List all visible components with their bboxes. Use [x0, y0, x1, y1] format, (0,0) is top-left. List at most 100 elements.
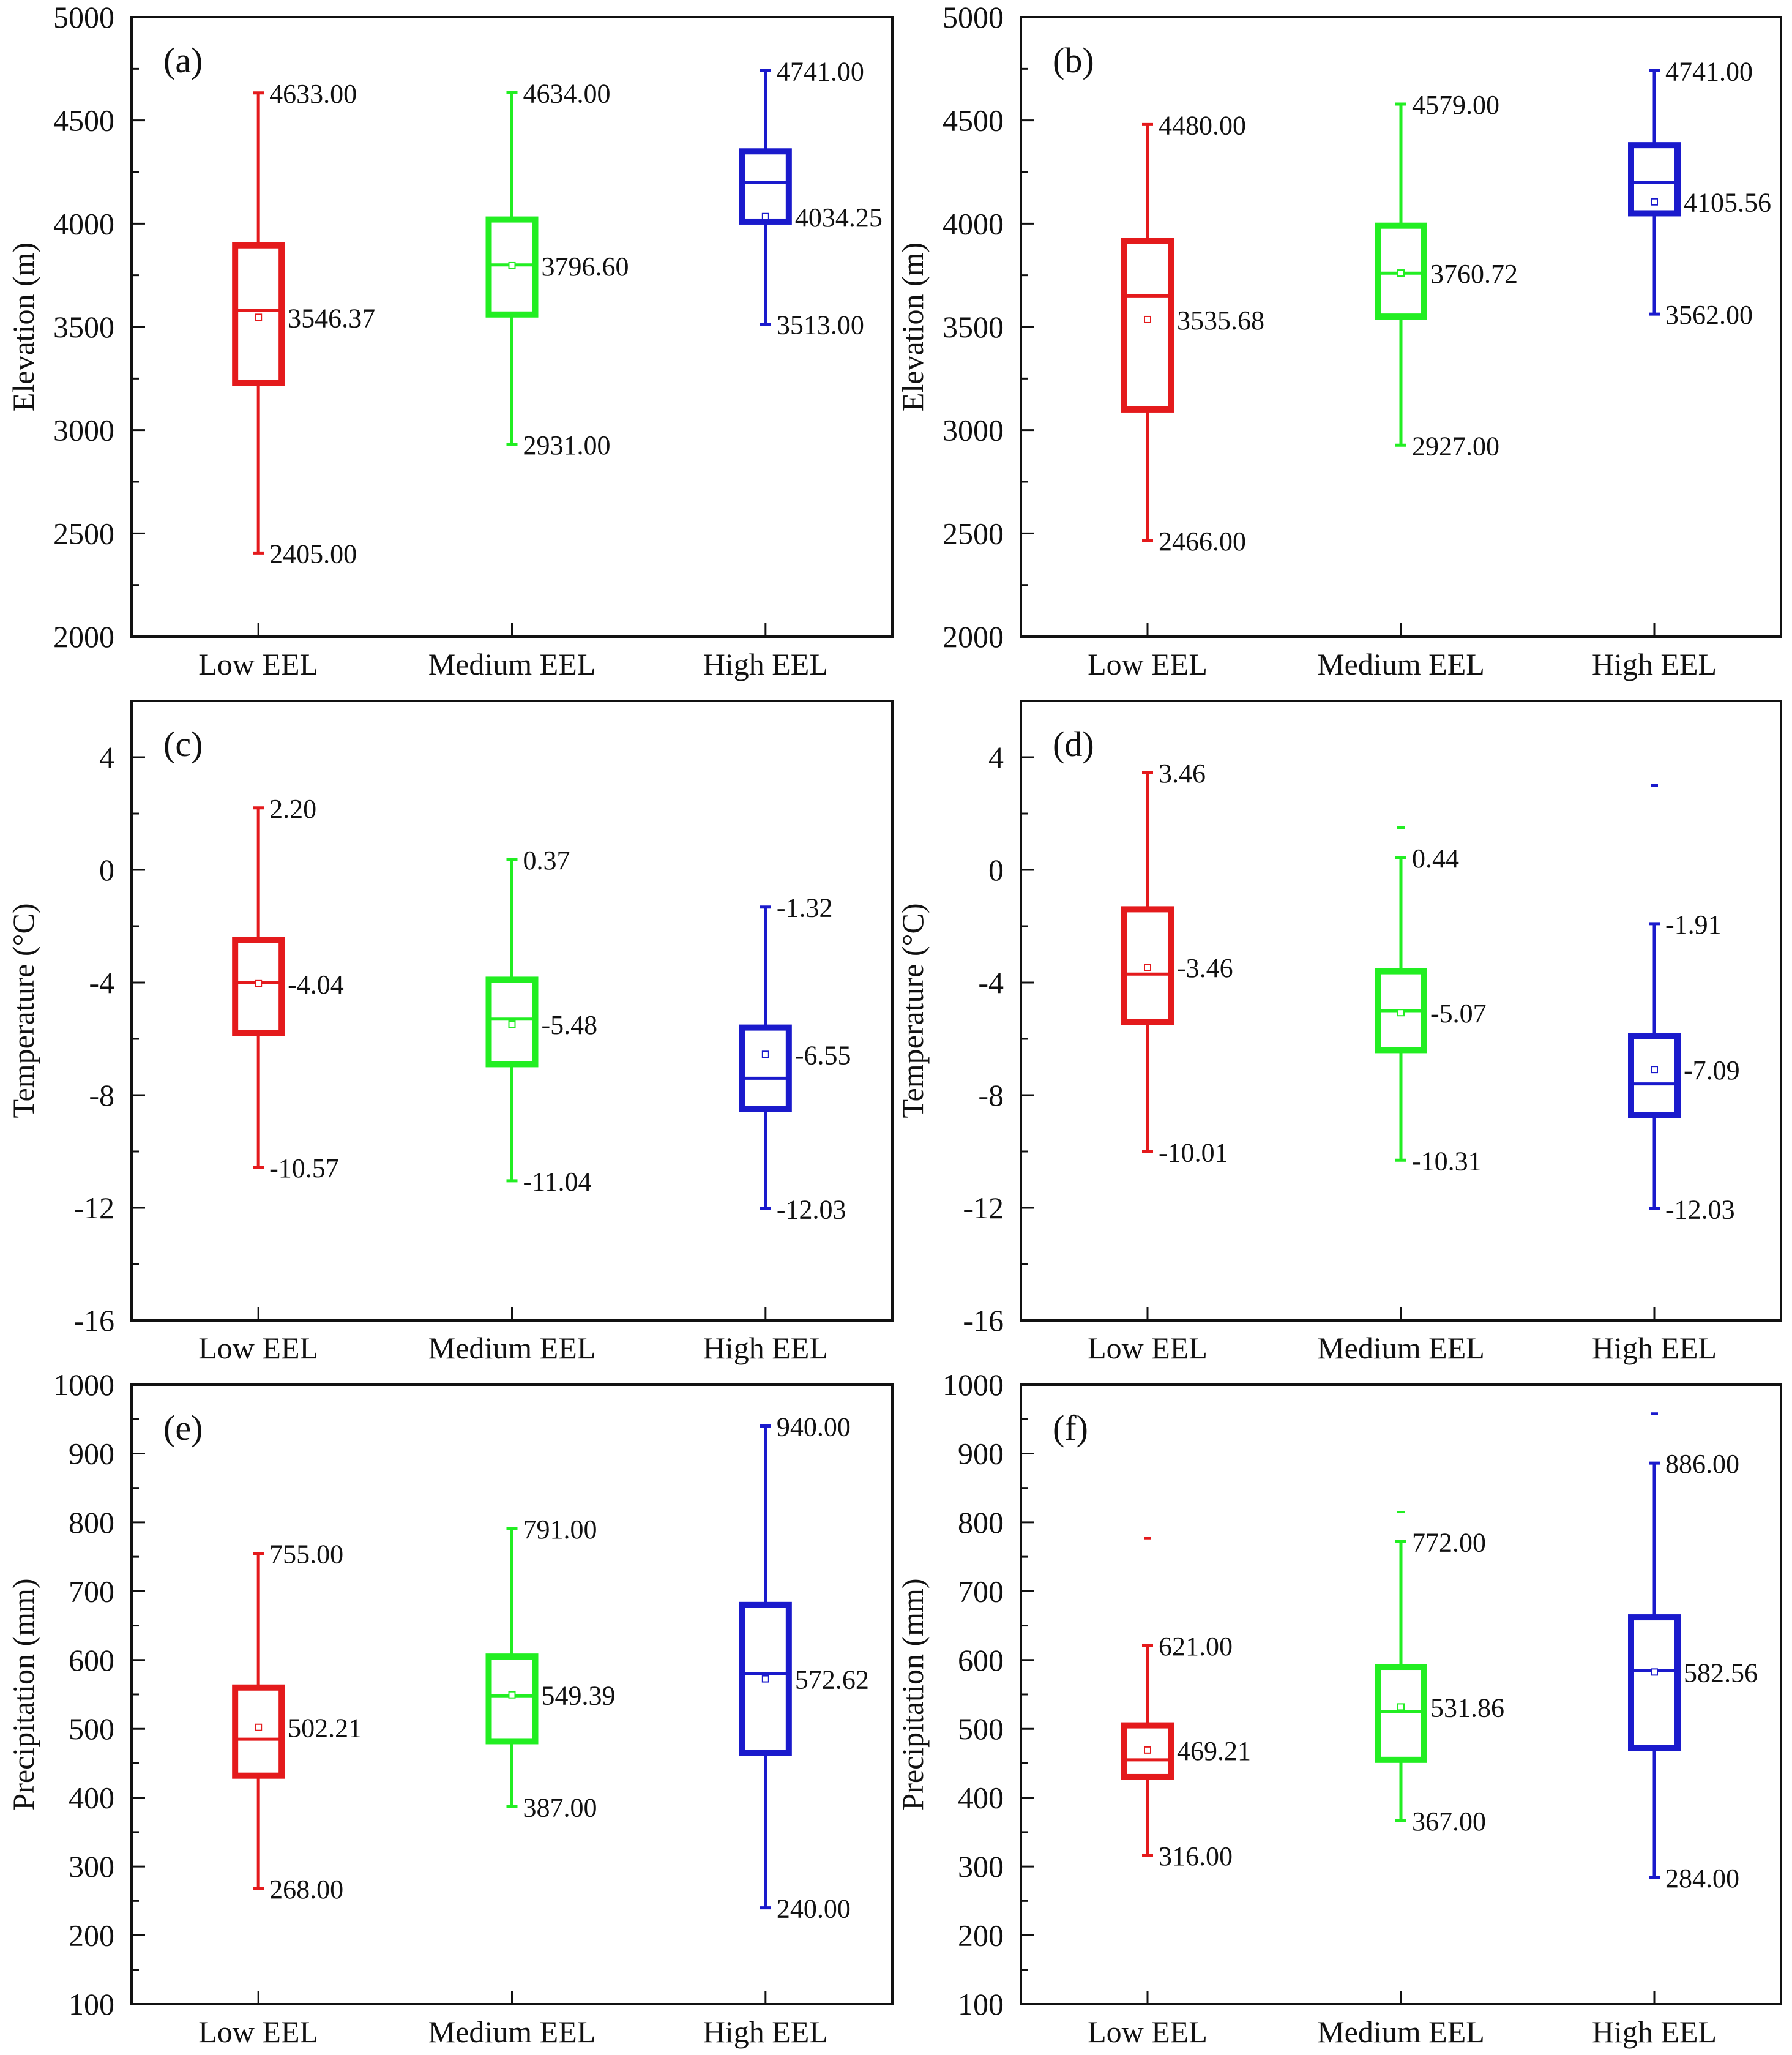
box-high-eel: 4741.00 4105.56 3562.00 [1628, 56, 1771, 330]
y-tick-label: 600 [69, 1643, 114, 1677]
panel-letter: (f) [1053, 1408, 1088, 1448]
mean-marker [1144, 1746, 1151, 1754]
y-axis-title: Temperature (°C) [6, 903, 40, 1118]
max-label: 791.00 [523, 1514, 597, 1544]
min-label: 2466.00 [1159, 526, 1246, 556]
max-label: 0.37 [523, 845, 570, 875]
iqr-box [1628, 1614, 1681, 1751]
panel-letter: (a) [163, 40, 203, 80]
y-tick-label: -12 [963, 1191, 1004, 1225]
mean-label: 3796.60 [542, 252, 629, 282]
x-category-label: Low EEL [198, 1331, 318, 1365]
y-tick-label: 400 [69, 1781, 114, 1815]
y-tick-label: -16 [963, 1303, 1004, 1338]
y-tick-label: 3000 [943, 413, 1004, 447]
y-tick-label: 200 [69, 1918, 114, 1953]
box-low-eel: 3.46 -3.46 -10.01 [1121, 758, 1233, 1167]
y-tick-label: -16 [73, 1303, 114, 1338]
max-label: 621.00 [1159, 1631, 1233, 1661]
x-category-label: Medium EEL [428, 647, 596, 681]
mean-marker [255, 979, 263, 987]
y-tick-label: 600 [958, 1643, 1004, 1677]
y-tick-label: 300 [69, 1849, 114, 1884]
y-tick-label: 0 [988, 853, 1004, 887]
min-label: -12.03 [777, 1194, 846, 1224]
panel-letter: (b) [1053, 40, 1094, 80]
mean-label: 3760.72 [1430, 259, 1518, 289]
y-tick-label: -4 [978, 965, 1004, 1000]
min-label: 284.00 [1665, 1863, 1739, 1893]
iqr-box [232, 1684, 285, 1779]
x-category-label: Medium EEL [1317, 1331, 1485, 1365]
min-label: 2931.00 [523, 430, 611, 460]
max-label: 4633.00 [269, 79, 357, 109]
panel-letter: (c) [163, 724, 203, 764]
x-category-label: High EEL [703, 2015, 828, 2049]
x-category-label: Medium EEL [1317, 2015, 1485, 2049]
y-tick-label: -12 [73, 1191, 114, 1225]
y-tick-label: 700 [69, 1574, 114, 1608]
box-low-eel: 4633.00 3546.37 2405.00 [232, 79, 375, 569]
box-medium-eel: 791.00 549.39 387.00 [485, 1514, 616, 1822]
max-label: -1.91 [1665, 910, 1722, 940]
mean-label: -4.04 [288, 970, 344, 1000]
y-tick-label: 4 [99, 740, 114, 774]
mean-marker [1144, 315, 1151, 323]
y-tick-label: 4 [988, 740, 1004, 774]
y-tick-label: 400 [958, 1781, 1004, 1815]
x-category-label: Low EEL [1088, 1331, 1208, 1365]
mean-label: 549.39 [542, 1681, 616, 1711]
min-label: 3513.00 [777, 310, 864, 340]
max-label: 755.00 [269, 1539, 343, 1569]
box-low-eel: 755.00 502.21 268.00 [232, 1539, 362, 1904]
x-category-label: Low EEL [198, 2015, 318, 2049]
panel-letter: (e) [163, 1408, 203, 1448]
y-tick-label: 4000 [943, 206, 1004, 241]
mean-marker [255, 313, 263, 321]
mean-label: -3.46 [1177, 953, 1233, 983]
x-category-label: Medium EEL [1317, 647, 1485, 681]
mean-label: 469.21 [1177, 1736, 1251, 1766]
y-tick-label: 900 [69, 1436, 114, 1470]
y-tick-label: 100 [958, 1987, 1004, 2021]
mean-label: 531.86 [1430, 1693, 1504, 1723]
box-medium-eel: 4634.00 3796.60 2931.00 [485, 78, 629, 460]
y-tick-label: 1000 [53, 1368, 114, 1402]
min-label: 367.00 [1412, 1806, 1486, 1836]
x-category-label: Low EEL [198, 647, 318, 681]
y-tick-label: 2000 [53, 619, 114, 654]
max-label: 886.00 [1665, 1449, 1739, 1479]
box-medium-eel: 772.00 531.86 367.00 [1375, 1511, 1504, 1836]
mean-marker [761, 1050, 769, 1058]
y-tick-label: -4 [89, 965, 114, 1000]
y-tick-label: 3500 [943, 310, 1004, 344]
x-category-label: High EEL [1592, 647, 1717, 681]
box-medium-eel: 4579.00 3760.72 2927.00 [1375, 90, 1518, 461]
mean-label: 4034.25 [795, 203, 883, 233]
x-category-label: High EEL [1592, 1331, 1717, 1365]
mean-marker [1651, 1066, 1658, 1074]
iqr-box [485, 1653, 539, 1745]
y-tick-label: 100 [69, 1987, 114, 2021]
x-category-label: Medium EEL [428, 2015, 596, 2049]
min-label: -10.57 [269, 1153, 339, 1183]
y-tick-label: 5000 [53, 0, 114, 34]
panel-e: 100 200 300 400 500 600 700 800 900 1000 Precipita… [6, 1368, 894, 2049]
max-label: 940.00 [777, 1412, 851, 1442]
box-low-eel: 621.00 469.21 316.00 [1121, 1537, 1251, 1871]
max-label: 4579.00 [1412, 90, 1499, 120]
mean-marker [508, 1691, 516, 1699]
mean-marker [1144, 964, 1151, 971]
max-label: 4480.00 [1159, 110, 1246, 140]
max-label: 4634.00 [523, 78, 611, 108]
y-tick-label: -8 [89, 1078, 114, 1112]
y-tick-label: 2500 [943, 516, 1004, 550]
y-tick-label: 2000 [943, 619, 1004, 654]
min-label: 2405.00 [269, 539, 357, 569]
box-medium-eel: 0.44 -5.07 -10.31 [1375, 826, 1487, 1176]
x-category-label: Medium EEL [428, 1331, 596, 1365]
mean-label: -6.55 [795, 1040, 851, 1070]
x-category-label: Low EEL [1088, 647, 1208, 681]
mean-label: 582.56 [1684, 1658, 1758, 1688]
y-tick-label: 0 [99, 853, 114, 887]
